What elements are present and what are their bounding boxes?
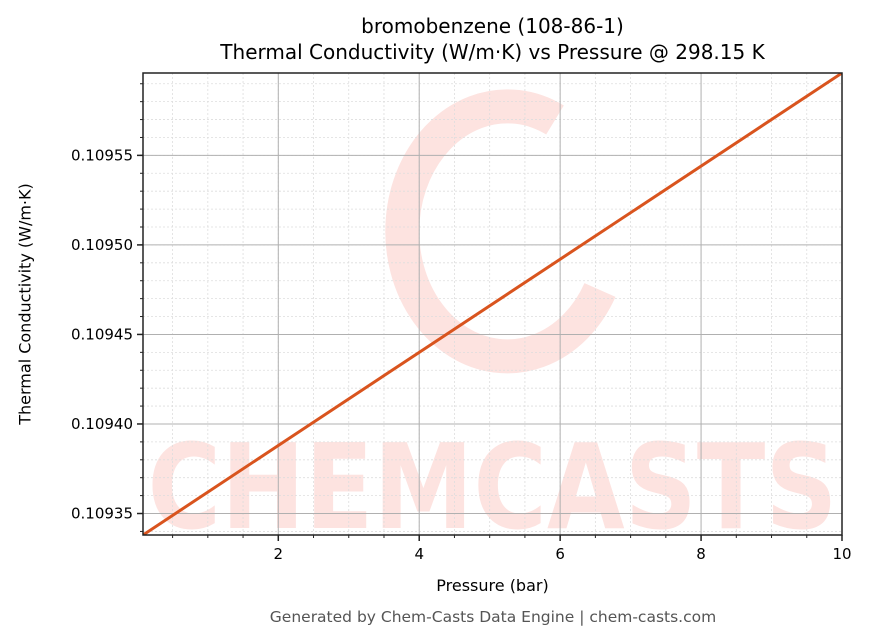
- y-tick-label: 0.10945: [71, 325, 133, 343]
- x-tick-label: 8: [696, 545, 706, 563]
- x-tick-label: 2: [274, 545, 284, 563]
- y-tick-label: 0.10950: [71, 236, 133, 254]
- y-axis-label: Thermal Conductivity (W/m·K): [15, 183, 35, 425]
- chart-title-line1: bromobenzene (108-86-1): [361, 14, 624, 38]
- y-tick-label: 0.10940: [71, 415, 133, 433]
- x-tick-label: 6: [555, 545, 565, 563]
- x-axis-label: Pressure (bar): [436, 576, 549, 595]
- footer-credit: Generated by Chem-Casts Data Engine | ch…: [269, 608, 717, 626]
- data-line: [143, 73, 842, 535]
- watermark-logo-icon: [385, 89, 616, 374]
- y-tick-label: 0.10935: [71, 505, 133, 523]
- axes-frame: [142, 72, 843, 536]
- watermark: CHEMCASTS: [148, 89, 838, 556]
- x-tick-label: 4: [414, 545, 424, 563]
- chart-title-line2: Thermal Conductivity (W/m·K) vs Pressure…: [220, 40, 765, 64]
- y-tick-label: 0.10955: [71, 146, 133, 164]
- watermark-text: CHEMCASTS: [148, 418, 838, 556]
- x-tick-label: 10: [832, 545, 851, 563]
